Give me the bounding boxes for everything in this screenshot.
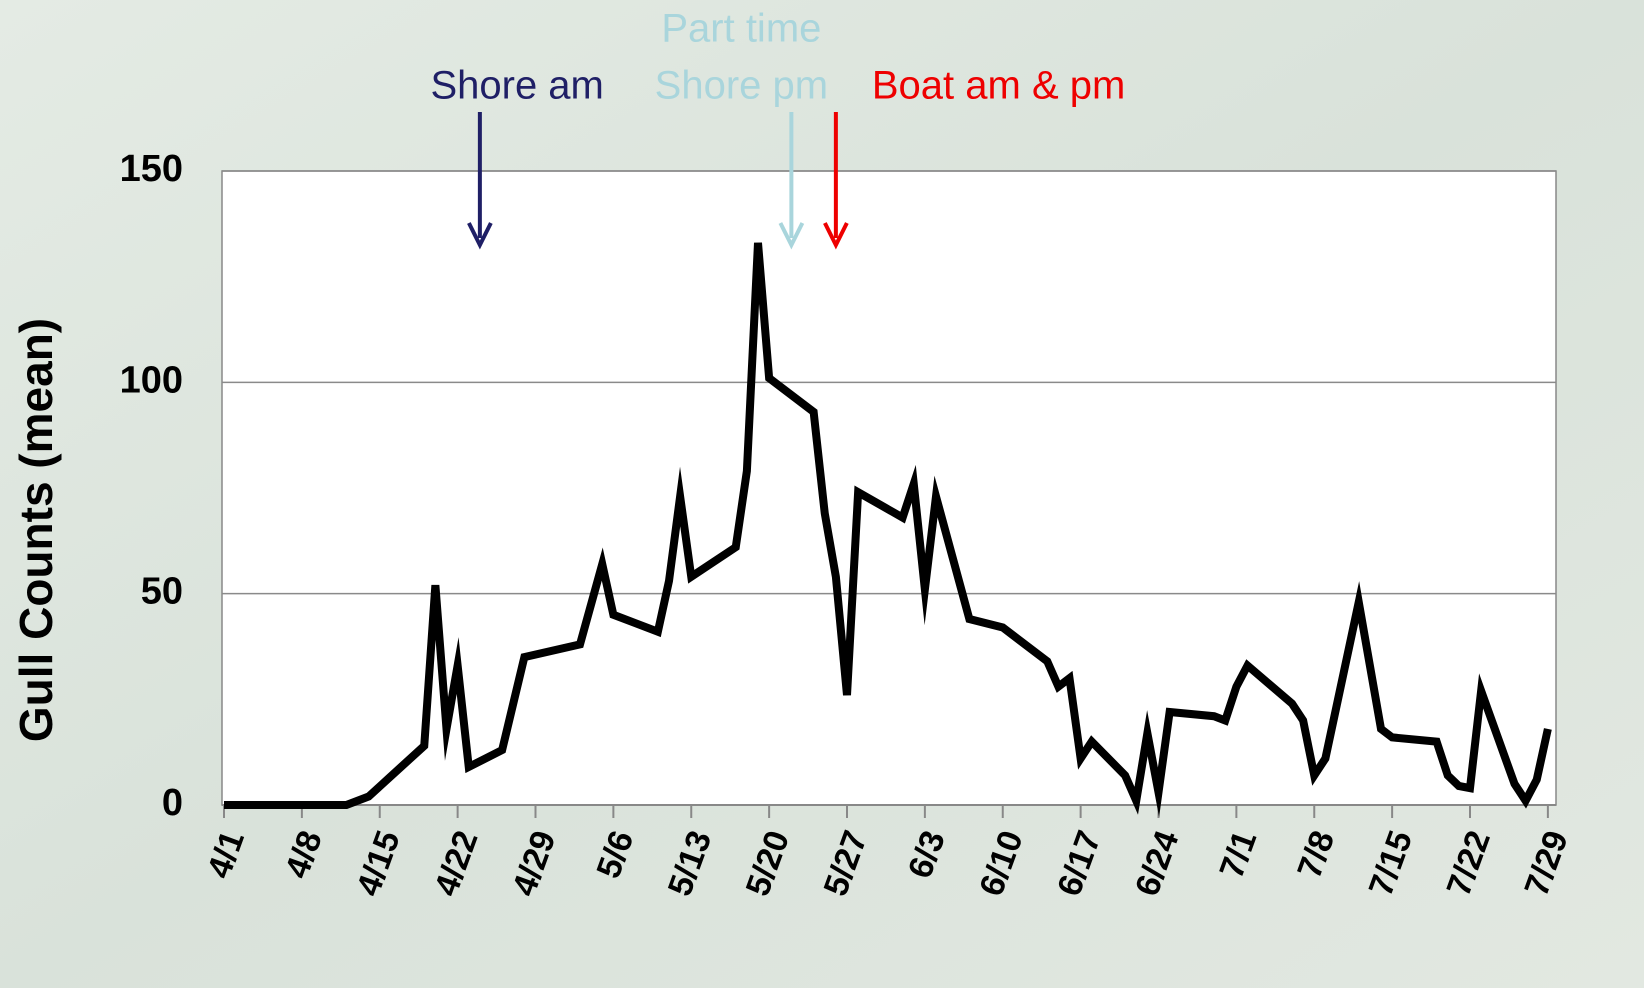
annotation-arrowhead: [778, 222, 805, 250]
y-tick-label: 100: [120, 359, 183, 401]
y-axis-label: Gull Counts (mean): [10, 318, 62, 742]
annotation-text: Part time: [661, 7, 821, 51]
annotation-text: Shore pm: [655, 64, 828, 108]
annotation-arrowhead: [823, 222, 849, 250]
annotation-text: Boat am & pm: [872, 64, 1125, 108]
annotation-arrowhead: [467, 222, 493, 250]
y-tick-label: 0: [162, 782, 183, 824]
y-tick-label: 50: [141, 571, 183, 613]
y-tick-label: 150: [120, 148, 183, 190]
plot-area: [221, 170, 1557, 806]
annotation-text: Shore am: [430, 64, 603, 108]
data-line: [224, 242, 1552, 818]
